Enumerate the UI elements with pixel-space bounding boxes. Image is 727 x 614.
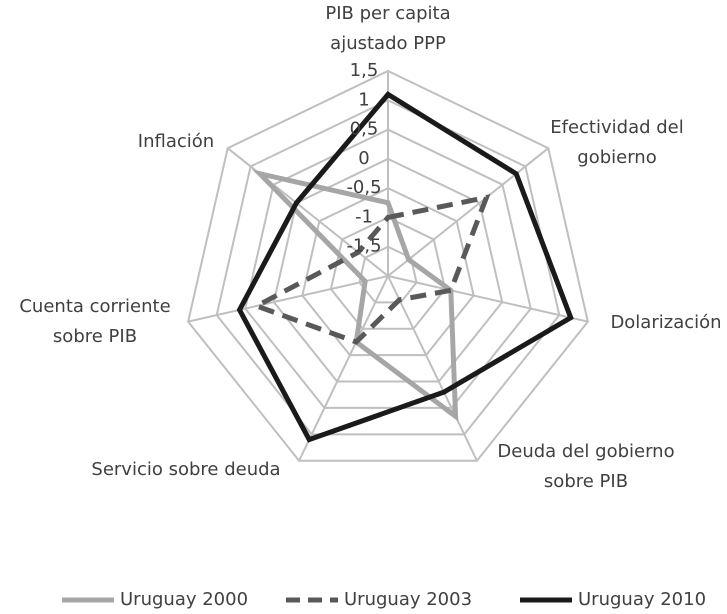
grid-ring xyxy=(215,99,561,436)
grid-ring xyxy=(329,216,447,330)
legend-label: Uruguay 2010 xyxy=(578,589,706,610)
axis-label-line: Dolarización xyxy=(610,312,721,333)
axis-label-line: Efectividad del xyxy=(550,117,684,138)
r-tick-label: 0,5 xyxy=(350,119,379,140)
axis-label-line: PIB per capita xyxy=(325,3,450,24)
series-line xyxy=(250,194,491,345)
r-tick-label: -1,5 xyxy=(346,236,381,257)
spoke xyxy=(387,275,478,462)
axis-label: Inflación xyxy=(138,131,214,152)
series-line xyxy=(236,91,574,443)
axis-label-line: ajustado PPP xyxy=(330,33,446,54)
axis-label-line: Servicio sobre deuda xyxy=(91,459,280,480)
axis-label-line: Inflación xyxy=(138,131,214,152)
r-tick-label: -1 xyxy=(355,206,373,227)
axis-label: Efectividad del gobierno xyxy=(550,117,684,168)
axis-label-line: sobre PIB xyxy=(53,326,137,347)
legend-label: Uruguay 2003 xyxy=(344,589,472,610)
spoke xyxy=(227,147,389,277)
grid-ring xyxy=(272,157,504,383)
r-tick-label: 0 xyxy=(358,148,369,169)
axis-label: Deuda del gobierno sobre PIB xyxy=(497,441,674,492)
r-tick-label: 1 xyxy=(358,89,369,110)
axis-label-line: sobre PIB xyxy=(544,471,628,492)
spoke xyxy=(187,275,389,323)
axis-label: Dolarización xyxy=(610,312,721,333)
grid-ring xyxy=(244,128,532,409)
axis-label-line: Deuda del gobierno xyxy=(497,441,674,462)
legend-label: Uruguay 2000 xyxy=(120,589,248,610)
spoke xyxy=(387,275,589,323)
spoke xyxy=(387,147,549,277)
axis-label-line: gobierno xyxy=(577,147,656,168)
spoke xyxy=(298,275,389,462)
r-tick-label: -0,5 xyxy=(346,177,381,198)
axis-label: Cuenta corriente sobre PIB xyxy=(19,296,170,347)
r-tick-label: 1,5 xyxy=(350,60,379,81)
axis-label: PIB per capita ajustado PPP xyxy=(325,3,450,54)
grid-ring xyxy=(187,69,589,462)
axis-label: Servicio sobre deuda xyxy=(91,459,280,480)
axis-label-line: Cuenta corriente xyxy=(19,296,170,317)
series-line xyxy=(252,169,459,422)
